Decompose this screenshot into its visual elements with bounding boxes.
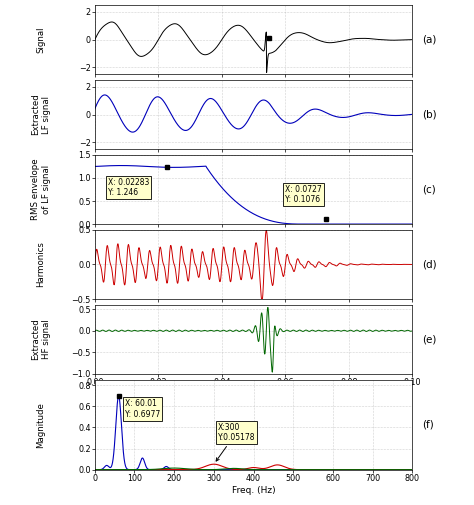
Text: X: 0.0727
Y: 0.1076: X: 0.0727 Y: 0.1076: [285, 184, 322, 204]
Text: (a): (a): [422, 35, 436, 44]
Y-axis label: RMS envelope
of LF signal: RMS envelope of LF signal: [31, 159, 51, 220]
Text: (f): (f): [422, 420, 434, 430]
Text: (b): (b): [422, 110, 437, 120]
Text: (d): (d): [422, 260, 437, 270]
Y-axis label: Extracted
HF signal: Extracted HF signal: [31, 319, 51, 360]
Text: (e): (e): [422, 334, 436, 344]
Text: X:300
Y:0.05178: X:300 Y:0.05178: [216, 423, 255, 461]
X-axis label: Freq. (Hz): Freq. (Hz): [232, 486, 275, 494]
Text: X: 60.01
Y: 0.6977: X: 60.01 Y: 0.6977: [125, 399, 160, 419]
Y-axis label: Harmonics: Harmonics: [36, 241, 46, 287]
Text: (c): (c): [422, 184, 436, 194]
Y-axis label: Signal: Signal: [36, 26, 46, 53]
Text: X: 0.02283
Y: 1.246: X: 0.02283 Y: 1.246: [108, 178, 149, 197]
Y-axis label: Extracted
LF signal: Extracted LF signal: [31, 94, 51, 135]
Y-axis label: Magnitude: Magnitude: [36, 402, 46, 447]
